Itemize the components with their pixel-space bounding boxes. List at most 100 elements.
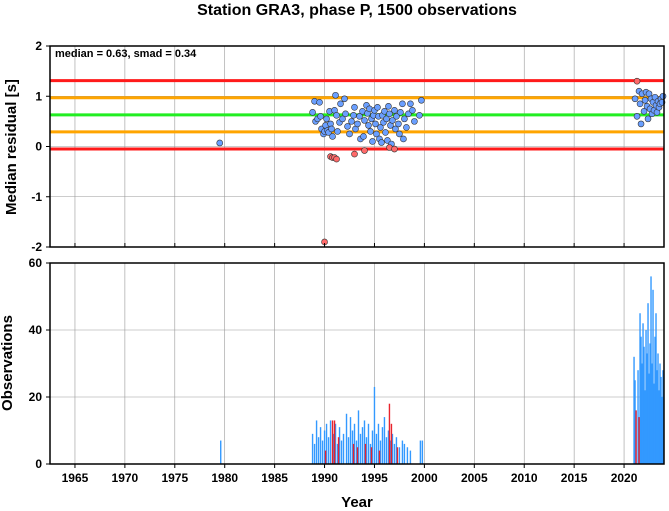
residual-point	[377, 124, 384, 131]
observations-y-axis-label: Observations	[0, 315, 16, 411]
residual-point	[333, 112, 340, 119]
observation-bar	[395, 437, 398, 464]
observation-bar	[356, 447, 359, 464]
residual-point	[382, 129, 389, 136]
residual-reference-lines	[50, 79, 664, 151]
observation-bar	[351, 430, 354, 464]
observation-bar	[385, 437, 388, 464]
observation-bar	[642, 323, 644, 464]
residual-y-tick-label: -2	[31, 240, 42, 254]
residual-point	[659, 92, 667, 100]
chart-title: Station GRA3, phase P, 1500 observations	[197, 2, 517, 19]
observation-bar	[327, 437, 330, 464]
observation-bar	[660, 376, 662, 464]
residual-point	[332, 91, 339, 99]
observation-bar	[345, 413, 348, 464]
residual-point	[328, 125, 335, 133]
observation-bar	[401, 440, 404, 464]
residual-point	[395, 120, 402, 128]
residual-point	[389, 117, 396, 124]
observation-bar	[220, 440, 222, 464]
residual-panel: -2 -1 0 1 2 median = 0.63, smad = 0.34 Media…	[3, 39, 667, 254]
observation-bar	[639, 313, 641, 464]
observation-bar	[649, 343, 651, 464]
residual-point	[633, 77, 641, 85]
x-tick-label: 2000	[411, 471, 438, 485]
residual-point	[392, 125, 399, 133]
observation-bar	[381, 427, 384, 464]
observation-bar	[313, 443, 316, 464]
observations-bars	[220, 276, 664, 464]
observation-bar	[647, 303, 649, 464]
residual-point	[409, 107, 416, 114]
residual-y-tick-label: 2	[35, 39, 42, 53]
residual-y-tick-label: 1	[35, 89, 42, 103]
observation-bar	[662, 370, 664, 464]
observations-plot-background	[50, 263, 664, 464]
residual-point	[393, 113, 400, 120]
observation-bar	[640, 336, 642, 464]
residual-point	[309, 109, 316, 116]
observation-bar	[383, 417, 386, 464]
residual-point	[348, 118, 355, 125]
observation-bar	[375, 433, 378, 464]
observation-bar	[337, 437, 340, 464]
residual-point	[416, 112, 423, 119]
observation-bar	[634, 380, 636, 464]
observation-bar	[645, 330, 647, 464]
observation-bar	[406, 447, 409, 464]
residual-point	[354, 120, 361, 128]
residual-point	[361, 147, 368, 154]
residual-point	[372, 120, 379, 128]
observation-bar	[419, 440, 422, 464]
observations-y-tick-label: 60	[29, 256, 43, 270]
observation-bar	[409, 450, 412, 464]
residual-point	[396, 130, 403, 138]
observation-bar	[657, 353, 659, 464]
observation-bar	[656, 370, 658, 464]
x-tick-label: 1970	[112, 471, 139, 485]
residual-point	[342, 110, 349, 118]
observations-panel: 1965 1970 1975 1980 1985 1990 1995 2000 2005 2010…	[0, 256, 665, 511]
observation-bar	[325, 423, 328, 464]
observation-bar	[321, 440, 324, 464]
observation-bar	[355, 440, 358, 464]
observation-bar	[396, 447, 399, 464]
x-tick-label: 1990	[311, 471, 338, 485]
observation-bar	[387, 430, 390, 464]
residual-point	[360, 133, 367, 140]
observation-bar	[641, 363, 643, 464]
residual-point	[351, 104, 358, 111]
observation-bar	[370, 447, 373, 464]
observation-bar	[390, 423, 393, 464]
observation-bar	[637, 370, 639, 464]
observation-bar	[340, 440, 343, 464]
residual-point	[361, 117, 368, 124]
residual-point	[391, 107, 398, 114]
observation-bar	[311, 433, 314, 464]
observation-bar	[658, 390, 660, 464]
observation-bar	[353, 423, 356, 464]
residual-point	[631, 95, 639, 103]
residual-point	[641, 96, 649, 104]
observation-bar	[388, 403, 391, 464]
observation-bar	[331, 420, 334, 464]
residual-point	[383, 115, 390, 123]
observation-bar	[379, 440, 382, 464]
residual-point	[386, 110, 393, 118]
observations-y-tick-label: 20	[29, 390, 43, 404]
residual-y-tick-label: 0	[35, 140, 42, 154]
residual-point	[400, 135, 407, 143]
residual-points	[216, 77, 667, 246]
residual-point	[644, 115, 652, 123]
residual-point	[418, 96, 425, 104]
observation-bar	[349, 417, 352, 464]
residual-point	[637, 120, 645, 128]
x-tick-label: 2010	[511, 471, 538, 485]
residual-point	[316, 98, 323, 106]
residual-point	[385, 103, 392, 110]
residual-point	[633, 113, 641, 120]
residual-point	[346, 130, 353, 138]
observation-bar	[661, 397, 663, 464]
residual-point	[334, 128, 341, 135]
